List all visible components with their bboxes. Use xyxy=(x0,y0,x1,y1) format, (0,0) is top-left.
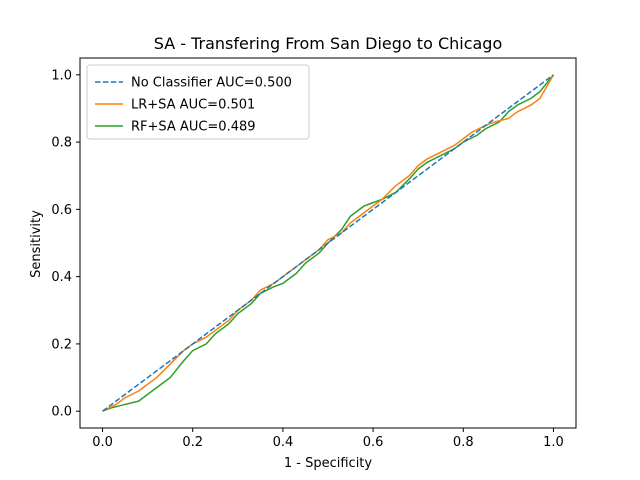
x-tick-label: 1.0 xyxy=(543,435,564,450)
axes-frame xyxy=(79,57,577,429)
y-axis-label: Sensitivity xyxy=(29,210,44,278)
y-axis: 0.0 0.2 0.4 0.6 0.8 1.0 xyxy=(51,68,80,420)
legend-label: LR+SA AUC=0.501 xyxy=(131,98,255,113)
lr-sa-line xyxy=(102,74,555,412)
x-axis-label: 1 - Specificity xyxy=(284,456,373,471)
x-tick-label: 0.6 xyxy=(363,435,384,450)
y-tick-label: 0.4 xyxy=(51,270,72,285)
x-tick-label: 0.4 xyxy=(273,435,294,450)
legend-label: RF+SA AUC=0.489 xyxy=(131,120,256,135)
baseline-line xyxy=(102,74,554,412)
legend-label: No Classifier AUC=0.500 xyxy=(131,76,292,91)
legend: No Classifier AUC=0.500 LR+SA AUC=0.501 RF… xyxy=(86,64,310,140)
legend-box xyxy=(86,64,310,140)
y-tick-label: 0.6 xyxy=(51,203,72,218)
y-tick-label: 1.0 xyxy=(51,68,72,83)
y-tick-label: 0.2 xyxy=(51,337,72,352)
y-tick-label: 0.8 xyxy=(51,136,72,151)
x-axis: 0.0 0.2 0.4 0.6 0.8 1.0 xyxy=(92,428,564,450)
x-tick-label: 0.2 xyxy=(182,435,203,450)
x-tick-label: 0.0 xyxy=(92,435,113,450)
plot-area xyxy=(102,74,555,412)
y-tick-label: 0.0 xyxy=(51,405,72,420)
chart-title: SA - Transfering From San Diego to Chica… xyxy=(154,34,503,53)
x-tick-label: 0.8 xyxy=(453,435,474,450)
